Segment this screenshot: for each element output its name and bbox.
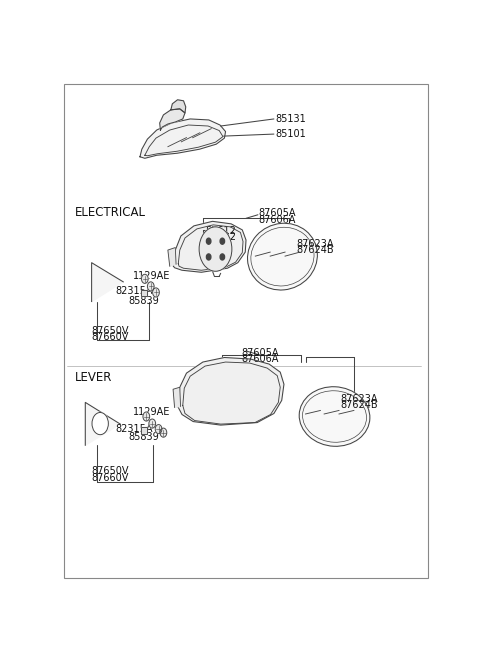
Circle shape	[92, 413, 108, 435]
Text: 87624B: 87624B	[341, 400, 379, 411]
Text: 82315A: 82315A	[116, 286, 153, 297]
Text: 85839: 85839	[129, 432, 159, 441]
Text: 87650V: 87650V	[92, 326, 129, 336]
Polygon shape	[168, 248, 176, 266]
Polygon shape	[92, 263, 123, 301]
Text: 87623A: 87623A	[341, 394, 378, 404]
Text: 87660V: 87660V	[92, 332, 129, 342]
Circle shape	[142, 274, 148, 284]
Circle shape	[220, 238, 225, 244]
Text: 87605A: 87605A	[241, 348, 279, 358]
Circle shape	[149, 419, 156, 428]
Polygon shape	[178, 358, 284, 425]
Text: 82315A: 82315A	[116, 424, 153, 434]
Circle shape	[143, 412, 150, 421]
Polygon shape	[140, 119, 226, 159]
Circle shape	[206, 254, 211, 260]
Text: 1129AE: 1129AE	[132, 407, 170, 417]
Text: 1129AE: 1129AE	[132, 271, 170, 281]
Circle shape	[199, 227, 232, 271]
Text: ELECTRICAL: ELECTRICAL	[75, 206, 146, 219]
Bar	[141, 290, 147, 297]
Polygon shape	[85, 402, 120, 445]
Ellipse shape	[299, 386, 370, 446]
Text: 87606A: 87606A	[241, 354, 279, 364]
Text: 87606A: 87606A	[259, 215, 296, 225]
Text: 85101: 85101	[275, 129, 306, 139]
Text: 85131: 85131	[275, 114, 306, 124]
Text: 87650V: 87650V	[92, 466, 129, 476]
Text: 87624B: 87624B	[296, 245, 334, 255]
Circle shape	[160, 428, 167, 437]
Polygon shape	[171, 100, 186, 113]
Polygon shape	[173, 221, 246, 272]
Text: 85839: 85839	[129, 295, 159, 305]
Text: LEVER: LEVER	[75, 371, 112, 384]
Bar	[141, 427, 147, 434]
Bar	[141, 290, 147, 297]
Ellipse shape	[248, 223, 317, 290]
Circle shape	[220, 254, 225, 260]
Text: 87612: 87612	[205, 227, 236, 236]
Circle shape	[153, 288, 159, 297]
Text: 87622: 87622	[205, 233, 236, 242]
Text: 87660V: 87660V	[92, 473, 129, 483]
Circle shape	[206, 238, 211, 244]
Text: 87605A: 87605A	[259, 208, 296, 218]
Text: 87623A: 87623A	[296, 239, 334, 249]
Polygon shape	[173, 387, 180, 407]
Bar	[141, 427, 147, 434]
Circle shape	[155, 424, 162, 434]
Circle shape	[147, 282, 154, 291]
Polygon shape	[160, 109, 185, 130]
